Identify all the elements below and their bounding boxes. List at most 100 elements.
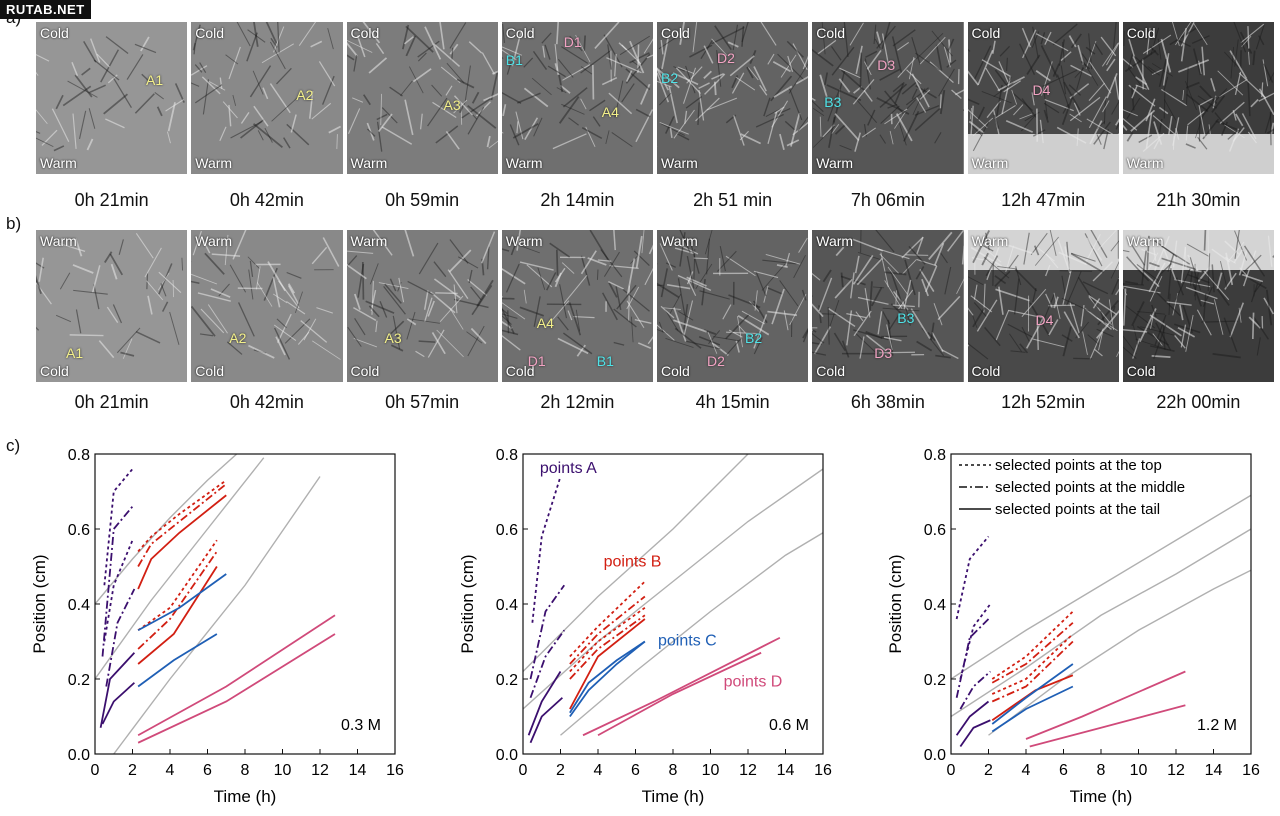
x-tick-label: 12 xyxy=(739,762,757,779)
series-line-B-middle xyxy=(569,595,646,665)
y-tick-label: 0.0 xyxy=(68,747,90,764)
region-annotation: D3 xyxy=(874,345,893,361)
x-tick-label: 2 xyxy=(984,762,993,779)
y-tick-label: 0.4 xyxy=(496,597,518,614)
series-line-A-middle xyxy=(105,588,136,687)
frame-bottom-label: Cold xyxy=(661,363,690,379)
time-labels-b: 0h 21min 0h 42min 0h 57min 2h 12min 4h 15min… xyxy=(36,392,1274,413)
time-labels-a: 0h 21min 0h 42min 0h 59min 2h 14min 2h 51 mi… xyxy=(36,190,1274,211)
micrograph-frame-b-5: Warm Cold B3 D3 xyxy=(812,230,964,382)
x-tick-label: 10 xyxy=(274,762,292,779)
y-axis-label: Position (cm) xyxy=(30,554,49,653)
y-tick-label: 0.2 xyxy=(924,672,946,689)
series-line-D-tail xyxy=(137,614,336,737)
series-line-B-top xyxy=(991,610,1074,680)
chart-1p2M: 0 2 4 6 8 10 12 14 16 0.0 0.2 0.4 0.6 0.8 Time (h) Posi… xyxy=(886,447,1260,806)
y-tick-label: 0.2 xyxy=(68,672,90,689)
region-annotation: D1 xyxy=(563,34,582,50)
x-axis-label: Time (h) xyxy=(1070,787,1133,806)
x-tick-label: 2 xyxy=(128,762,137,779)
concentration-label: 0.3 M xyxy=(341,717,381,734)
series-line-A-tail xyxy=(527,671,562,736)
series-line-D-tail xyxy=(1025,670,1186,740)
x-axis-label: Time (h) xyxy=(642,787,705,806)
time-label: 2h 12min xyxy=(540,392,615,412)
frame-bottom-label: Warm xyxy=(1126,155,1164,171)
series-line-A-top xyxy=(955,535,990,620)
region-annotation: D4 xyxy=(1035,312,1054,328)
frame-top-label: Warm xyxy=(1126,233,1164,249)
series-line-B-middle xyxy=(991,640,1074,703)
region-annotation: D3 xyxy=(877,57,896,73)
region-annotation: D4 xyxy=(1032,82,1051,98)
series-line-B-top xyxy=(569,580,646,658)
x-tick-label: 10 xyxy=(702,762,720,779)
reference-curve xyxy=(951,528,1251,718)
x-tick-label: 12 xyxy=(1167,762,1185,779)
reference-curve xyxy=(113,476,321,754)
x-tick-label: 14 xyxy=(349,762,367,779)
micrograph-frame-b-2: Warm Cold A3 xyxy=(346,230,498,382)
x-tick-label: 4 xyxy=(594,762,603,779)
series-line-D-tail xyxy=(582,636,781,737)
series-annotation: points A xyxy=(540,460,597,477)
frame-bottom-label: Warm xyxy=(40,155,77,171)
time-label: 0h 42min xyxy=(229,190,304,210)
region-annotation: B1 xyxy=(505,52,523,68)
x-tick-label: 12 xyxy=(311,762,329,779)
frame-bottom-label: Cold xyxy=(195,363,225,379)
micrograph-frame-b-6: Warm Cold D4 xyxy=(967,230,1119,382)
micrograph-frame-b-0: Warm Cold A1 xyxy=(36,230,188,382)
series-line-A-middle xyxy=(529,584,565,680)
frame-top-label: Cold xyxy=(195,25,225,41)
frame-top-label: Cold xyxy=(661,25,690,41)
time-label: 2h 14min xyxy=(540,190,615,210)
micrograph-frame-a-0: Cold Warm A1 xyxy=(36,22,188,174)
time-label: 0h 21min xyxy=(74,392,149,412)
time-label: 0h 42min xyxy=(229,392,304,412)
time-label: 4h 15min xyxy=(695,392,770,412)
region-annotation: B1 xyxy=(596,353,614,369)
region-annotation: A1 xyxy=(66,345,84,361)
series-line-B-middle xyxy=(137,550,218,650)
region-annotation: A2 xyxy=(229,330,247,346)
legend-label: selected points at the middle xyxy=(995,479,1185,496)
time-label: 0h 59min xyxy=(385,190,460,210)
series-line-C-tail xyxy=(137,633,218,688)
frame-top-label: Cold xyxy=(971,25,1001,41)
y-axis-label: Position (cm) xyxy=(458,554,477,653)
y-tick-label: 0.8 xyxy=(924,447,946,464)
concentration-label: 0.6 M xyxy=(769,717,809,734)
series-annotation: points D xyxy=(724,674,783,691)
frame-top-label: Cold xyxy=(505,25,535,41)
micrograph-frame-a-1: Cold Warm A2 xyxy=(191,22,343,174)
series-line-A-top xyxy=(103,539,134,642)
reference-curve xyxy=(523,468,823,710)
time-label: 21h 30min xyxy=(1156,190,1241,210)
time-label: 7h 06min xyxy=(850,190,925,210)
series-line-A-tail xyxy=(959,719,991,748)
y-tick-label: 0.6 xyxy=(496,522,518,539)
x-tick-label: 14 xyxy=(1205,762,1223,779)
x-tick-label: 16 xyxy=(814,762,832,779)
y-tick-label: 0.6 xyxy=(68,522,90,539)
x-tick-label: 14 xyxy=(777,762,795,779)
series-annotation: points B xyxy=(604,554,662,571)
region-annotation: A3 xyxy=(384,330,402,346)
frame-top-label: Warm xyxy=(40,233,77,249)
region-annotation: A4 xyxy=(536,315,554,331)
chart-0p6M: 0 2 4 6 8 10 12 14 16 0.0 0.2 0.4 0.6 0.8 Time (h) Posi… xyxy=(458,447,832,806)
panel-label-c: c) xyxy=(6,436,21,455)
micrograph-strip-b: Warm Cold A1 Warm Cold A2 Warm Cold A3 Warm Cold A4… xyxy=(36,230,1274,382)
frame-bottom-label: Warm xyxy=(195,155,233,171)
frame-bottom-label: Cold xyxy=(971,363,1001,379)
series-line-A-tail xyxy=(529,697,563,744)
series-line-A-top xyxy=(959,603,992,680)
x-tick-label: 0 xyxy=(947,762,956,779)
time-label: 12h 52min xyxy=(1001,392,1086,412)
x-tick-label: 0 xyxy=(519,762,528,779)
time-label: 0h 57min xyxy=(385,392,460,412)
x-tick-label: 4 xyxy=(166,762,175,779)
y-tick-label: 0.8 xyxy=(496,447,518,464)
x-tick-label: 16 xyxy=(1242,762,1260,779)
